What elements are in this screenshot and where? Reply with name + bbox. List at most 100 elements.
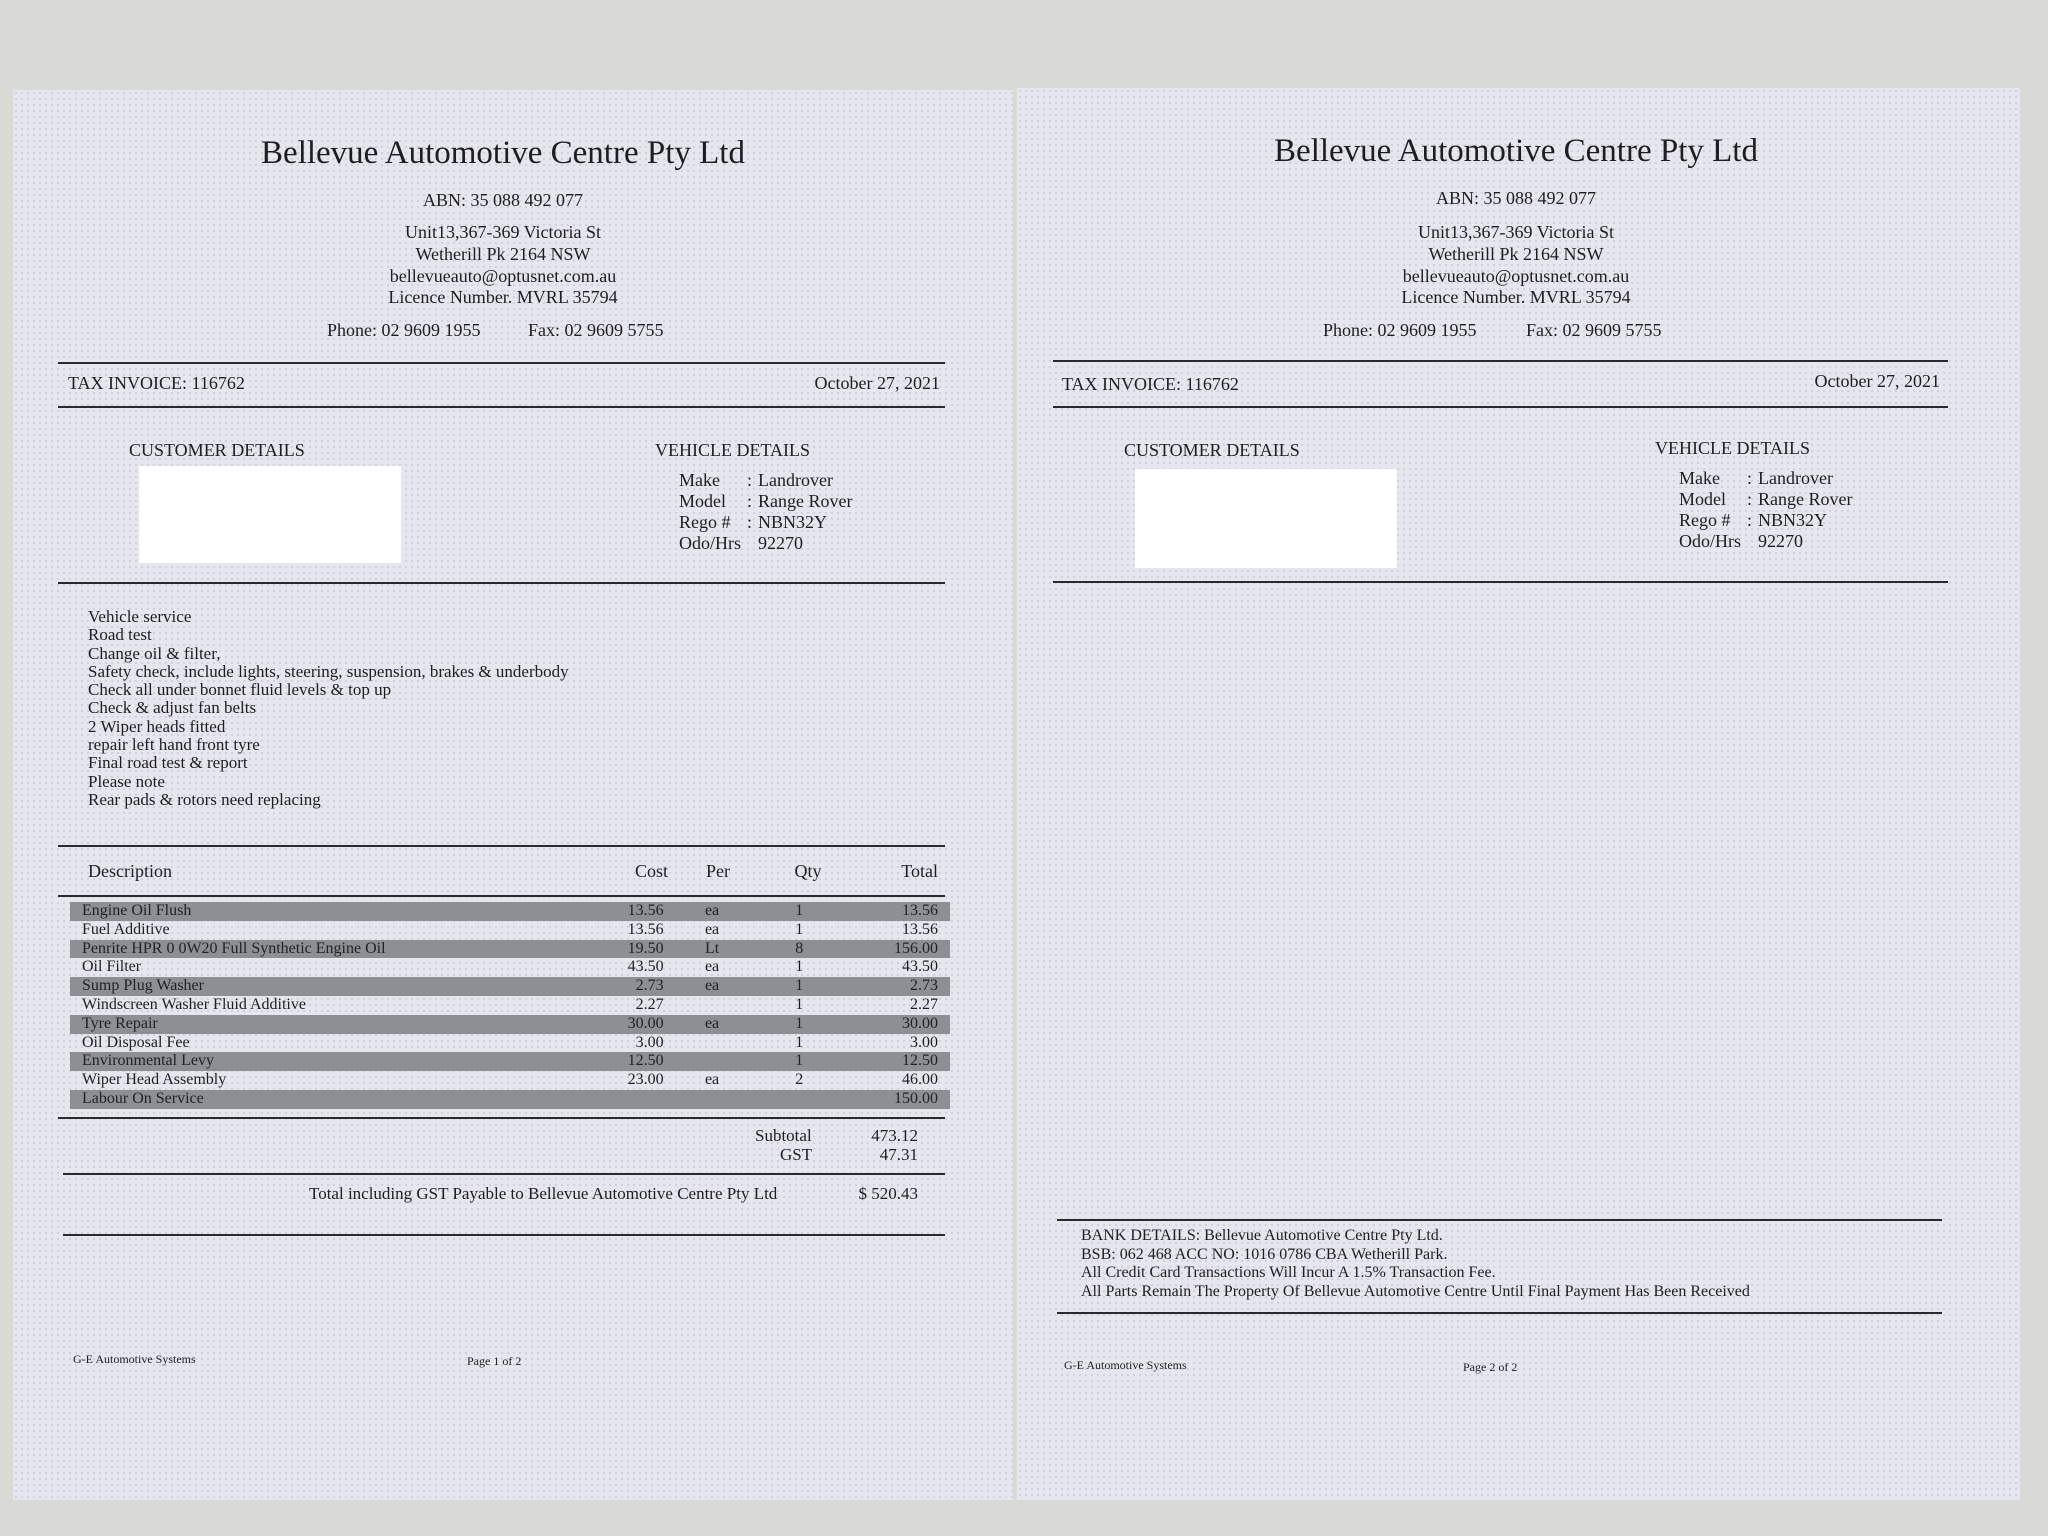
- invoice-page-1: Bellevue Automotive Centre Pty Ltd ABN: …: [13, 90, 1013, 1500]
- header-qty: Qty: [794, 861, 822, 881]
- item-description: Penrite HPR 0 0W20 Full Synthetic Engine…: [70, 939, 566, 959]
- item-total: 2.27: [910, 995, 938, 1013]
- table-row: Fuel Additive 13.56 ea 1 13.56: [70, 921, 950, 940]
- divider: [1057, 1219, 1942, 1221]
- customer-redaction: [139, 466, 401, 563]
- item-per: ea: [663, 1014, 761, 1034]
- footer-page-number: Page 1 of 2: [467, 1354, 522, 1368]
- table-row: Penrite HPR 0 0W20 Full Synthetic Engine…: [70, 939, 950, 959]
- invoice-number: TAX INVOICE: 116762: [68, 373, 245, 393]
- divider: [1053, 360, 1948, 362]
- divider: [58, 362, 945, 364]
- item-qty: [760, 1089, 839, 1109]
- work-note: Change oil & filter,: [88, 643, 221, 663]
- item-cost: 19.50: [565, 939, 664, 959]
- item-per: ea: [704, 920, 720, 938]
- item-description: Windscreen Washer Fluid Additive: [82, 995, 306, 1013]
- work-note: 2 Wiper heads fitted: [88, 716, 226, 736]
- work-note: Final road test & report: [88, 753, 248, 773]
- item-cost: 23.00: [627, 1071, 664, 1089]
- item-qty: 1: [795, 958, 804, 976]
- item-per: ea: [663, 977, 761, 996]
- item-cost: 2.73: [565, 977, 664, 996]
- company-name: Bellevue Automotive Centre Pty Ltd: [1274, 133, 1758, 169]
- item-description: Sump Plug Washer: [70, 977, 566, 996]
- table-row: Windscreen Washer Fluid Additive 2.27 1 2.2…: [70, 996, 950, 1015]
- items-header: Description Cost Per Qty Total: [88, 862, 950, 881]
- invoice-number: TAX INVOICE: 116762: [1062, 374, 1239, 394]
- item-qty: 1: [760, 1014, 839, 1034]
- item-per: ea: [663, 902, 761, 921]
- table-row: Engine Oil Flush 13.56 ea 1 13.56: [70, 902, 950, 921]
- company-address-1: Unit13,367-369 Victoria St: [1417, 222, 1615, 242]
- company-address-2: Wetherill Pk 2164 NSW: [415, 244, 591, 264]
- item-cost: 43.50: [627, 958, 664, 976]
- item-qty: 8: [760, 939, 839, 959]
- bank-line: BSB: 062 468 ACC NO: 1016 0786 CBA Wethe…: [1081, 1245, 1448, 1263]
- model-label: Model: [679, 491, 726, 511]
- item-qty: 1: [795, 920, 804, 938]
- work-notes: Vehicle service Road test Change oil & f…: [88, 607, 569, 809]
- item-total: 150.00: [838, 1089, 950, 1109]
- company-email: bellevueauto@optusnet.com.au: [1402, 266, 1630, 286]
- model-value: Range Rover: [758, 491, 853, 511]
- item-description: Labour On Service: [70, 1089, 566, 1109]
- item-per: Lt: [663, 939, 761, 959]
- item-qty: 1: [795, 995, 804, 1013]
- customer-redaction: [1135, 469, 1397, 568]
- make-label: Make: [679, 470, 720, 490]
- model-value: Range Rover: [1758, 489, 1853, 509]
- company-fax: Fax: 02 9609 5755: [528, 320, 664, 340]
- item-qty: 2: [795, 1071, 804, 1089]
- company-abn: ABN: 35 088 492 077: [1435, 188, 1596, 208]
- work-note: Safety check, include lights, steering, …: [88, 661, 569, 681]
- company-licence: Licence Number. MVRL 35794: [388, 287, 618, 307]
- company-abn: ABN: 35 088 492 077: [422, 190, 583, 210]
- odo-label: Odo/Hrs: [679, 533, 741, 553]
- rego-label: Rego #: [1679, 510, 1731, 530]
- customer-heading: CUSTOMER DETAILS: [129, 440, 305, 460]
- rego-value: NBN32Y: [758, 512, 828, 532]
- bank-line: All Credit Card Transactions Will Incur …: [1081, 1264, 1496, 1281]
- item-description: Oil Filter: [82, 958, 142, 976]
- footer-system: G-E Automotive Systems: [73, 1352, 196, 1366]
- item-total: 30.00: [838, 1014, 950, 1034]
- bank-line: All Parts Remain The Property Of Bellevu…: [1081, 1282, 1750, 1300]
- subtotal-value: 473.12: [871, 1126, 918, 1145]
- gst-label: GST: [780, 1145, 813, 1164]
- company-email: bellevueauto@optusnet.com.au: [389, 266, 617, 286]
- rego-label: Rego #: [679, 512, 731, 532]
- item-per: [664, 996, 761, 1015]
- item-qty: 1: [795, 1033, 804, 1051]
- bank-details: BANK DETAILS: Bellevue Automotive Centre…: [1081, 1227, 1750, 1301]
- item-qty: 1: [760, 1052, 839, 1072]
- table-row: Labour On Service 150.00: [70, 1089, 950, 1109]
- work-note: Please note: [88, 771, 165, 791]
- item-description: Environmental Levy: [70, 1052, 566, 1072]
- invoice-date: October 27, 2021: [1814, 371, 1940, 391]
- item-total: 3.00: [910, 1033, 938, 1051]
- rego-value: NBN32Y: [1758, 510, 1828, 530]
- odo-value: 92270: [758, 533, 804, 553]
- table-row: Wiper Head Assembly 23.00 ea 2 46.00: [70, 1071, 950, 1090]
- work-note: Vehicle service: [88, 607, 192, 626]
- item-total: 13.56: [838, 902, 950, 921]
- work-note: Check & adjust fan belts: [88, 698, 257, 718]
- header-total: Total: [901, 861, 938, 881]
- item-cost: 13.56: [627, 920, 664, 938]
- item-description: Engine Oil Flush: [70, 902, 566, 921]
- item-per: [664, 1034, 761, 1053]
- work-note: Rear pads & rotors need replacing: [88, 789, 321, 809]
- invoice-page-2: Bellevue Automotive Centre Pty Ltd ABN: …: [1017, 88, 2020, 1500]
- invoice-date: October 27, 2021: [814, 373, 940, 393]
- table-row: Environmental Levy 12.50 1 12.50: [70, 1052, 950, 1072]
- model-label: Model: [1679, 489, 1726, 509]
- header-description: Description: [88, 861, 172, 881]
- table-row: Oil Disposal Fee 3.00 1 3.00: [70, 1034, 950, 1053]
- item-cost: 13.56: [565, 902, 664, 921]
- header-cost: Cost: [634, 861, 668, 881]
- item-total: 13.56: [902, 920, 938, 938]
- item-total: 2.73: [838, 977, 950, 996]
- divider: [58, 845, 945, 847]
- divider: [1053, 406, 1948, 408]
